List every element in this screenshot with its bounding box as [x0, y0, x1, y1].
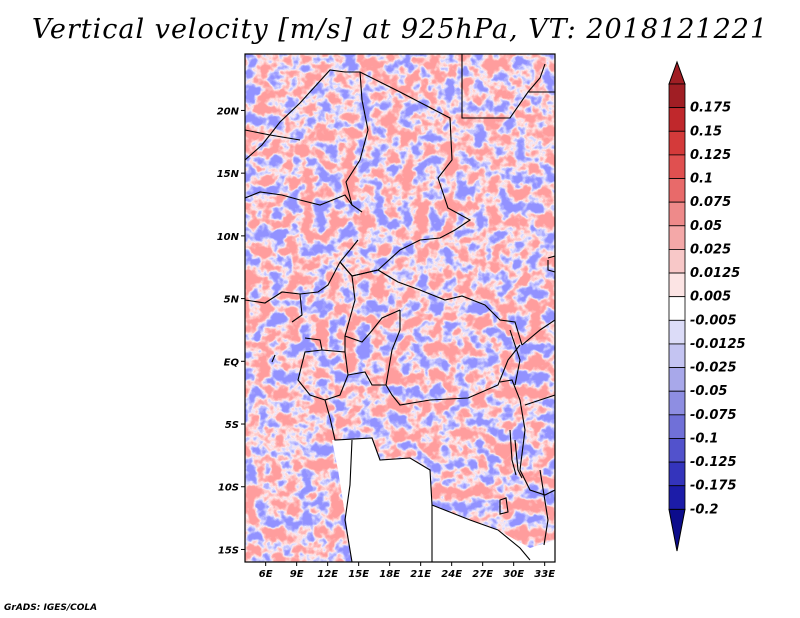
country-borders [245, 54, 555, 562]
colorbar-swatch [668, 178, 686, 203]
colorbar-swatch [668, 485, 686, 510]
colorbar-swatch [668, 249, 686, 274]
colorbar-label: 0.05 [690, 219, 722, 234]
colorbar-label: 0.005 [690, 290, 731, 305]
lon-tick-label: 21E [410, 569, 431, 580]
lat-tick-label: 15S [218, 545, 239, 556]
longitude-axis: 6E 9E 12E 15E 18E 21E 24E 27E 30E 33E [259, 562, 555, 580]
colorbar-label: 0.025 [690, 242, 731, 257]
colorbar-swatch [668, 130, 686, 156]
lon-tick-label: 30E [503, 569, 524, 580]
colorbar-label: -0.005 [690, 313, 737, 328]
lat-tick-label: 20N [217, 106, 240, 117]
colorbar-swatch [668, 296, 686, 321]
colorbar-swatch [668, 154, 686, 179]
colorbar-top-arrow [668, 60, 686, 85]
vertical-velocity-field [245, 54, 555, 562]
colorbar-swatch [668, 319, 686, 345]
lat-tick-label: 5S [225, 420, 239, 431]
lat-tick-label: EQ [224, 357, 240, 368]
colorbar-swatch [668, 272, 686, 298]
lon-tick-label: 15E [348, 569, 369, 580]
colorbar-label: 0.15 [690, 124, 722, 139]
colorbar-label: -0.0125 [690, 337, 746, 352]
lon-tick-label: 12E [317, 569, 338, 580]
colorbar-swatch [668, 225, 686, 250]
lat-tick-label: 10N [217, 232, 240, 243]
colorbar-label: 0.125 [690, 148, 731, 163]
colorbar-label: -0.1 [690, 431, 718, 446]
colorbar-label: 0.075 [690, 195, 731, 210]
lon-tick-label: 9E [290, 569, 304, 580]
latitude-axis: 20N 15N 10N 5N EQ 5S 10S 15S [217, 106, 245, 556]
colorbar-swatch [668, 414, 686, 439]
colorbar-legend: 0.175 0.15 0.125 0.1 0.075 0.05 0.025 0.0125 0.0… [668, 60, 746, 552]
colorbar-swatch [668, 438, 686, 463]
colorbar-label: 0.175 [690, 101, 731, 116]
lon-tick-label: 24E [441, 569, 462, 580]
colorbar-swatch [668, 461, 686, 487]
colorbar-swatch [668, 390, 686, 416]
lat-tick-label: 15N [217, 169, 240, 180]
lat-tick-label: 10S [218, 483, 239, 494]
colorbar-label: -0.175 [690, 479, 737, 494]
lon-tick-label: 33E [534, 569, 555, 580]
colorbar-swatch [668, 201, 686, 227]
colorbar-swatch [668, 107, 686, 132]
lon-tick-label: 6E [259, 569, 273, 580]
grads-credit: GrADS: IGES/COLA [4, 603, 98, 613]
colorbar-label: 0.1 [690, 172, 713, 187]
colorbar-swatch [668, 367, 686, 392]
colorbar-label: -0.025 [690, 361, 737, 376]
lon-tick-label: 18E [379, 569, 400, 580]
lon-tick-label: 27E [472, 569, 493, 580]
colorbar-label: -0.2 [690, 502, 718, 517]
colorbar-bottom-arrow [668, 508, 686, 552]
colorbar-label: -0.125 [690, 455, 737, 470]
colorbar-label: 0.0125 [690, 266, 740, 281]
colorbar-swatch [668, 343, 686, 368]
plot-frame [244, 53, 556, 563]
colorbar-label: -0.05 [690, 384, 727, 399]
map-title: Vertical velocity [m/s] at 925hPa, VT: 2… [31, 14, 769, 45]
colorbar-swatch [668, 83, 686, 109]
lat-tick-label: 5N [224, 295, 240, 306]
colorbar-label: -0.075 [690, 408, 737, 423]
